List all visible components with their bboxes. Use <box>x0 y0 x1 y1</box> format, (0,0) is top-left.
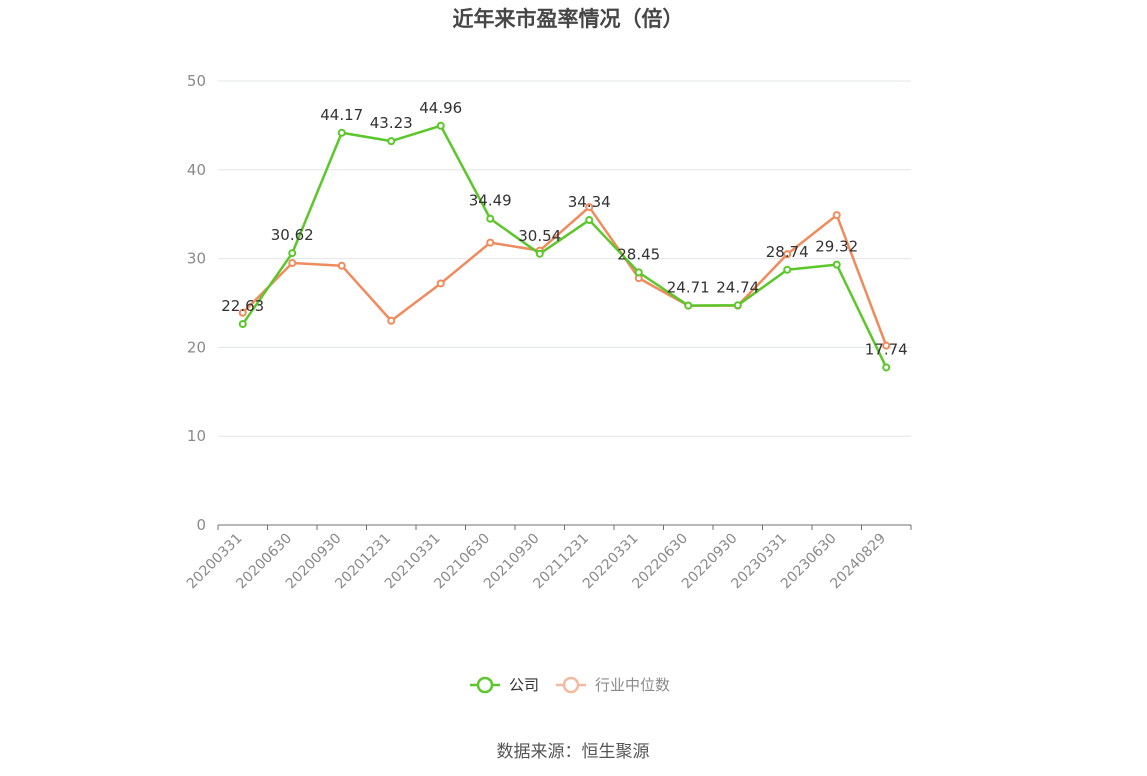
legend-item-0[interactable]: 公司 <box>470 676 539 694</box>
data-labels: 22.63 30.62 44.17 43.23 44.96 34.49 30.54 34.34… <box>221 99 907 359</box>
data-label: 28.74 <box>766 243 809 261</box>
data-point[interactable] <box>585 216 594 225</box>
legend-label: 公司 <box>509 676 539 694</box>
chart-title: 近年来市盈率情况（倍） <box>453 7 684 31</box>
legend-item-1[interactable]: 行业中位数 <box>556 676 670 694</box>
data-point[interactable] <box>832 211 841 220</box>
data-point[interactable] <box>634 268 643 277</box>
grid-lines <box>218 80 911 437</box>
y-axis-ticks: 0 10 20 30 40 50 <box>187 72 206 534</box>
series-layer <box>238 121 891 372</box>
data-point[interactable] <box>535 249 544 258</box>
data-point[interactable] <box>288 249 297 258</box>
data-point[interactable] <box>288 259 297 268</box>
data-label: 34.49 <box>469 192 512 210</box>
data-point[interactable] <box>783 250 792 259</box>
series-line <box>241 124 888 369</box>
data-point[interactable] <box>882 363 891 372</box>
legend[interactable]: 公司 行业中位数 <box>470 676 670 694</box>
data-label: 44.96 <box>419 99 462 117</box>
data-label: 44.17 <box>320 106 363 124</box>
y-tick-label: 50 <box>187 72 206 90</box>
y-tick-label: 40 <box>187 161 206 179</box>
data-point[interactable] <box>238 320 247 329</box>
data-point[interactable] <box>733 301 742 310</box>
data-point[interactable] <box>783 265 792 274</box>
legend-marker-icon <box>476 676 494 694</box>
data-point[interactable] <box>486 214 495 223</box>
data-label: 17.74 <box>865 340 908 358</box>
series-line <box>241 205 888 347</box>
data-source-note: 数据来源：恒生聚源 <box>497 742 650 762</box>
x-axis: 2020033120200630202009302020123120210331… <box>184 524 912 592</box>
data-label: 24.71 <box>667 279 710 297</box>
data-label: 24.74 <box>716 278 759 296</box>
data-point[interactable] <box>684 301 693 310</box>
data-label: 30.54 <box>518 227 561 245</box>
y-tick-label: 30 <box>187 250 206 268</box>
data-label: 28.45 <box>617 245 660 263</box>
series-0 <box>238 121 891 372</box>
data-point[interactable] <box>337 128 346 137</box>
data-label: 34.34 <box>568 193 611 211</box>
data-label: 43.23 <box>370 114 413 132</box>
y-tick-label: 0 <box>196 516 206 534</box>
data-point[interactable] <box>436 121 445 130</box>
y-tick-label: 10 <box>187 427 206 445</box>
data-point[interactable] <box>486 238 495 247</box>
data-label: 22.63 <box>221 297 264 315</box>
y-tick-label: 20 <box>187 338 206 356</box>
legend-label: 行业中位数 <box>595 676 670 694</box>
legend-marker-icon <box>562 676 580 694</box>
data-point[interactable] <box>337 261 346 270</box>
data-point[interactable] <box>585 203 594 212</box>
data-point[interactable] <box>387 137 396 146</box>
data-point[interactable] <box>387 316 396 325</box>
series-1 <box>238 203 891 350</box>
data-point[interactable] <box>832 260 841 269</box>
data-label: 30.62 <box>271 226 314 244</box>
data-point[interactable] <box>238 308 247 317</box>
data-point[interactable] <box>882 341 891 350</box>
data-label: 29.32 <box>815 238 858 256</box>
data-point[interactable] <box>436 279 445 288</box>
